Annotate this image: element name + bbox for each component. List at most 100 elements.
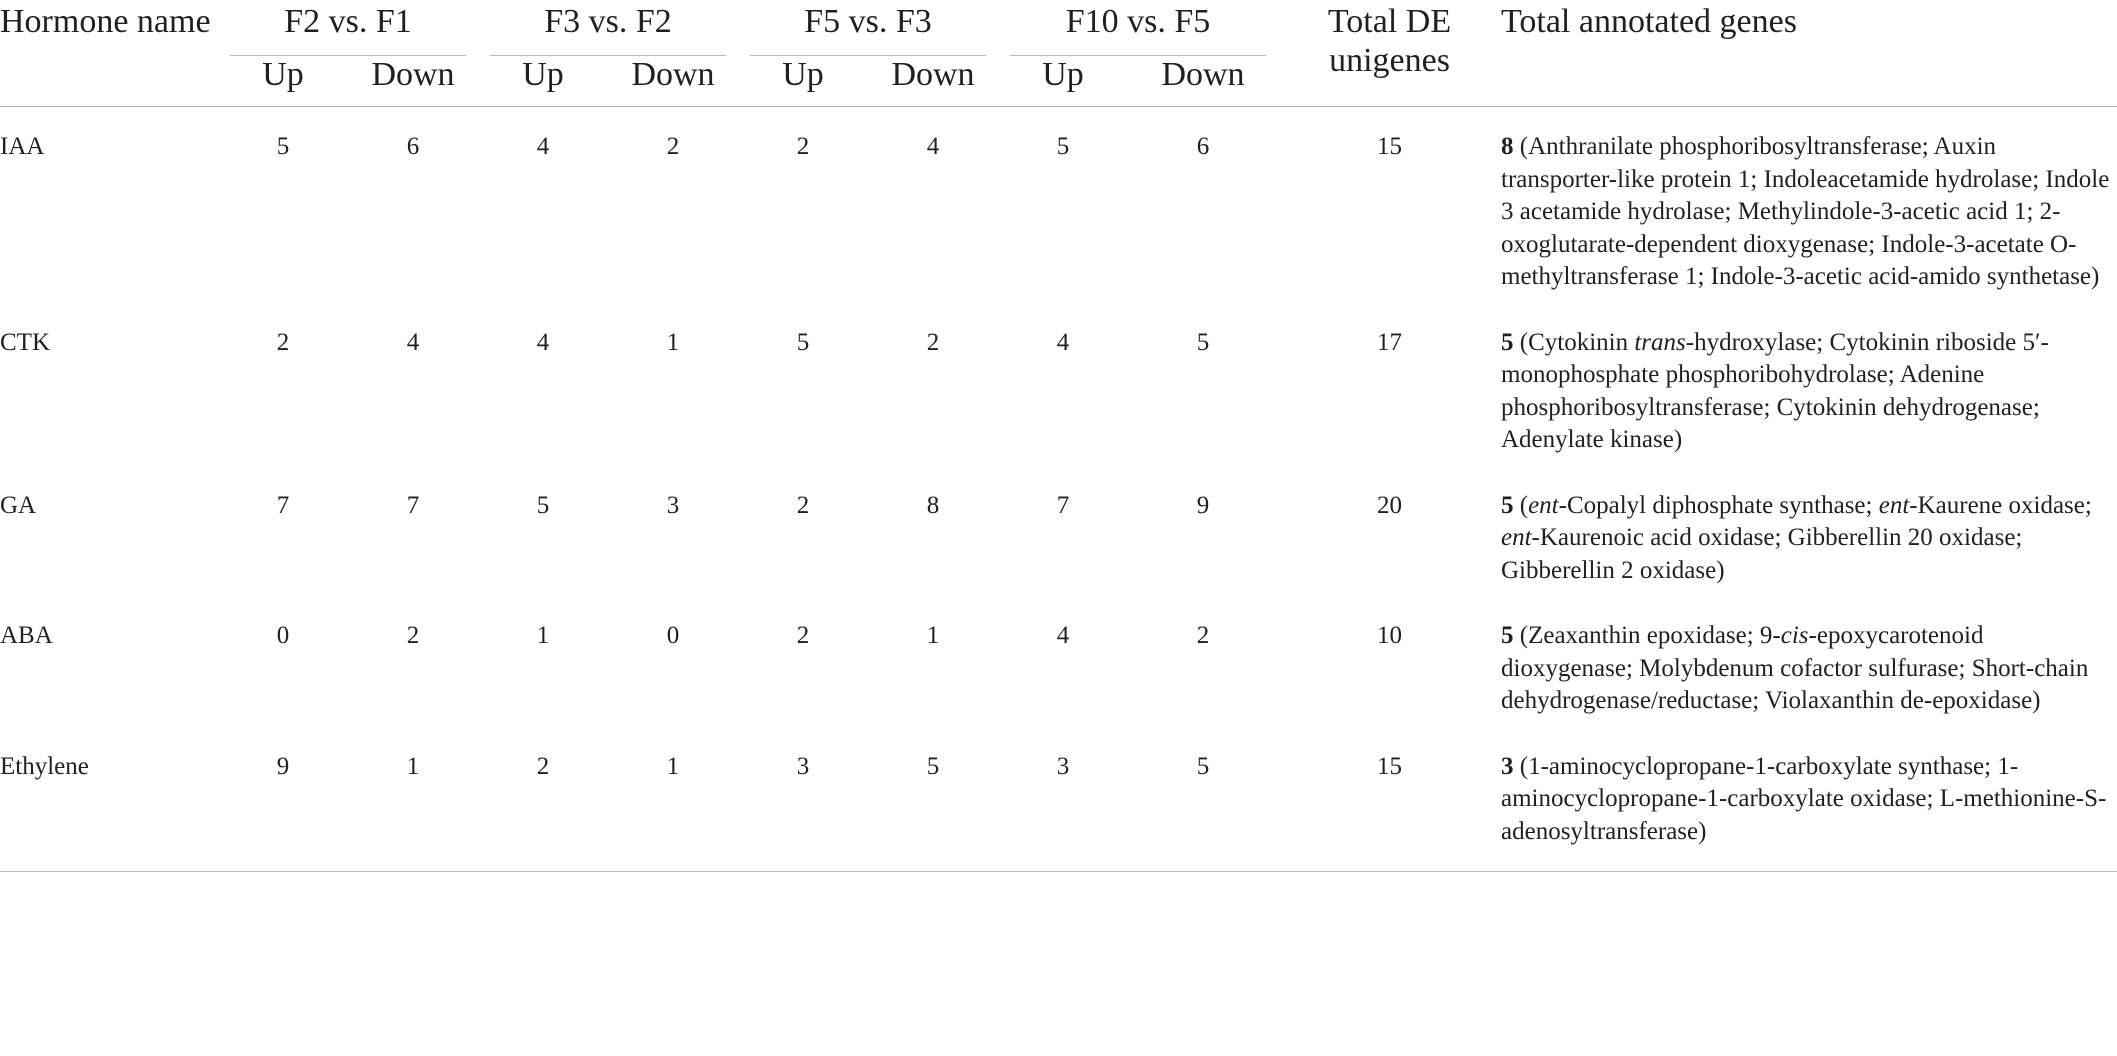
down-count-cell: 1 [666, 752, 680, 780]
up-count-cell: 2 [536, 752, 550, 780]
gene-list-text: (Anthranilate phosphoribosyltransferase;… [1501, 133, 2110, 290]
table-bottom-rule [0, 857, 2117, 872]
group-underline [1010, 55, 1266, 56]
italic-gene-prefix: ent [1501, 524, 1532, 551]
total-de-unigenes-cell: 20 [1377, 491, 1402, 519]
italic-gene-prefix: ent [1528, 491, 1559, 519]
gene-list-text: (Cytokinin [1513, 328, 1635, 356]
group-underline [490, 55, 726, 56]
down-count-cell: 9 [1196, 491, 1210, 519]
italic-gene-prefix: ent [1878, 491, 1910, 519]
up-count-cell: 3 [1056, 752, 1070, 780]
down-count-cell: 2 [1196, 622, 1210, 649]
down-count-cell: 1 [406, 752, 420, 780]
hormone-name-cell: GA [0, 491, 37, 519]
group-underline [230, 55, 466, 56]
subheader-down: Down [1161, 56, 1245, 93]
up-count-cell: 4 [1056, 328, 1070, 356]
annotated-count: 5 [1501, 622, 1514, 649]
annotated-count: 3 [1501, 752, 1514, 780]
up-count-cell: 5 [1056, 133, 1070, 160]
header-total-annotated-genes: Total annotated genes [1501, 3, 1797, 40]
gene-list-text: (Zeaxanthin epoxidase; 9- [1513, 622, 1781, 649]
subheader-down: Down [371, 56, 455, 93]
table-body: IAA 5 6 4 2 2 4 5 6 15 8 (Anthranilate phosphoribo… [0, 107, 2117, 858]
total-de-unigenes-cell: 15 [1377, 752, 1402, 780]
up-count-cell: 5 [276, 133, 290, 160]
table-row: IAA 5 6 4 2 2 4 5 6 15 8 (Anthranilate phosphoribo… [0, 107, 2117, 303]
gene-list-text: -Copalyl diphosphate synthase; [1558, 491, 1879, 519]
annotated-genes-cell: 8 (Anthranilate phosphoribosyltransferas… [1501, 107, 2117, 303]
subheader-up: Up [262, 56, 304, 93]
gene-list-text: (1-aminocyclopropane-1-carboxylate synth… [1501, 752, 2107, 845]
header-group-f3-vs-f2: F3 vs. F2 [478, 0, 738, 56]
table-row: CTK 2 4 4 1 5 2 4 5 17 5 (Cytokinin trans-hydroxyl… [0, 303, 2117, 466]
subheader-down: Down [631, 56, 715, 93]
hormone-name-cell: IAA [0, 133, 45, 160]
group-label: F2 vs. F1 [284, 3, 412, 40]
header-group-f2-vs-f1: F2 vs. F1 [218, 0, 478, 56]
group-label: F10 vs. F5 [1065, 3, 1211, 40]
down-count-cell: 0 [666, 622, 680, 649]
down-count-cell: 1 [926, 622, 940, 649]
annotated-count: 5 [1501, 328, 1514, 356]
up-count-cell: 9 [276, 752, 290, 780]
subheader-up: Up [782, 56, 824, 93]
header-total-de-unigenes: Total DE unigenes [1327, 3, 1452, 79]
down-count-cell: 5 [926, 752, 940, 780]
up-count-cell: 4 [1056, 622, 1070, 649]
up-count-cell: 1 [536, 622, 550, 649]
up-count-cell: 2 [796, 491, 810, 519]
gene-list-text: -Kaurenoic acid oxidase; Gibberellin 20 … [1501, 524, 2023, 584]
down-count-cell: 6 [406, 133, 420, 160]
gene-list-text: -hydroxylase; Cytokinin riboside 5′-mono… [1501, 328, 2049, 454]
annotated-genes-cell: 5 (Zeaxanthin epoxidase; 9-cis-epoxycaro… [1501, 596, 2117, 727]
down-count-cell: 8 [926, 491, 940, 519]
gene-list-text: -epoxycarotenoid dioxygenase; Molybdenum… [1501, 622, 2089, 714]
down-count-cell: 2 [406, 622, 420, 649]
header-group-f5-vs-f3: F5 vs. F3 [738, 0, 998, 56]
hormone-name-cell: ABA [0, 622, 53, 649]
down-count-cell: 2 [666, 133, 680, 160]
up-count-cell: 5 [536, 491, 550, 519]
up-count-cell: 7 [276, 491, 290, 519]
subheader-down: Down [891, 56, 975, 93]
table-row: GA 7 7 5 3 2 8 7 9 20 5 (ent-Copalyl diphosphate s… [0, 466, 2117, 597]
hormone-name-cell: Ethylene [0, 752, 89, 780]
up-count-cell: 2 [796, 622, 810, 649]
annotated-genes-cell: 3 (1-aminocyclopropane-1-carboxylate syn… [1501, 727, 2117, 858]
group-label: F5 vs. F3 [804, 3, 932, 40]
group-label: F3 vs. F2 [544, 3, 672, 40]
annotated-count: 8 [1501, 133, 1514, 160]
down-count-cell: 3 [666, 491, 680, 519]
up-count-cell: 2 [796, 133, 810, 160]
down-count-cell: 4 [926, 133, 940, 160]
total-de-unigenes-cell: 15 [1377, 133, 1402, 160]
hormone-name-cell: CTK [0, 328, 50, 356]
down-count-cell: 5 [1196, 752, 1210, 780]
group-underline [750, 55, 986, 56]
header-group-f10-vs-f5: F10 vs. F5 [998, 0, 1278, 56]
italic-gene-prefix: cis [1780, 622, 1809, 649]
annotated-count: 5 [1501, 491, 1514, 519]
down-count-cell: 7 [406, 491, 420, 519]
down-count-cell: 2 [926, 328, 940, 356]
gene-list-text: ( [1513, 491, 1529, 519]
header-divider [0, 106, 2117, 107]
gene-list-text: -Kaurene oxidase; [1909, 491, 2092, 519]
subheader-up: Up [1042, 56, 1084, 93]
up-count-cell: 0 [276, 622, 290, 649]
italic-gene-prefix: trans [1634, 328, 1686, 356]
up-count-cell: 3 [796, 752, 810, 780]
down-count-cell: 6 [1196, 133, 1210, 160]
up-count-cell: 2 [276, 328, 290, 356]
down-count-cell: 4 [406, 328, 420, 356]
up-count-cell: 4 [536, 133, 550, 160]
header-hormone-name: Hormone name [0, 3, 211, 40]
up-count-cell: 4 [536, 328, 550, 356]
subheader-up: Up [522, 56, 564, 93]
annotated-genes-cell: 5 (Cytokinin trans-hydroxylase; Cytokini… [1501, 303, 2117, 466]
annotated-genes-cell: 5 (ent-Copalyl diphosphate synthase; ent… [1501, 466, 2117, 597]
up-count-cell: 7 [1056, 491, 1070, 519]
total-de-unigenes-cell: 17 [1377, 328, 1402, 356]
